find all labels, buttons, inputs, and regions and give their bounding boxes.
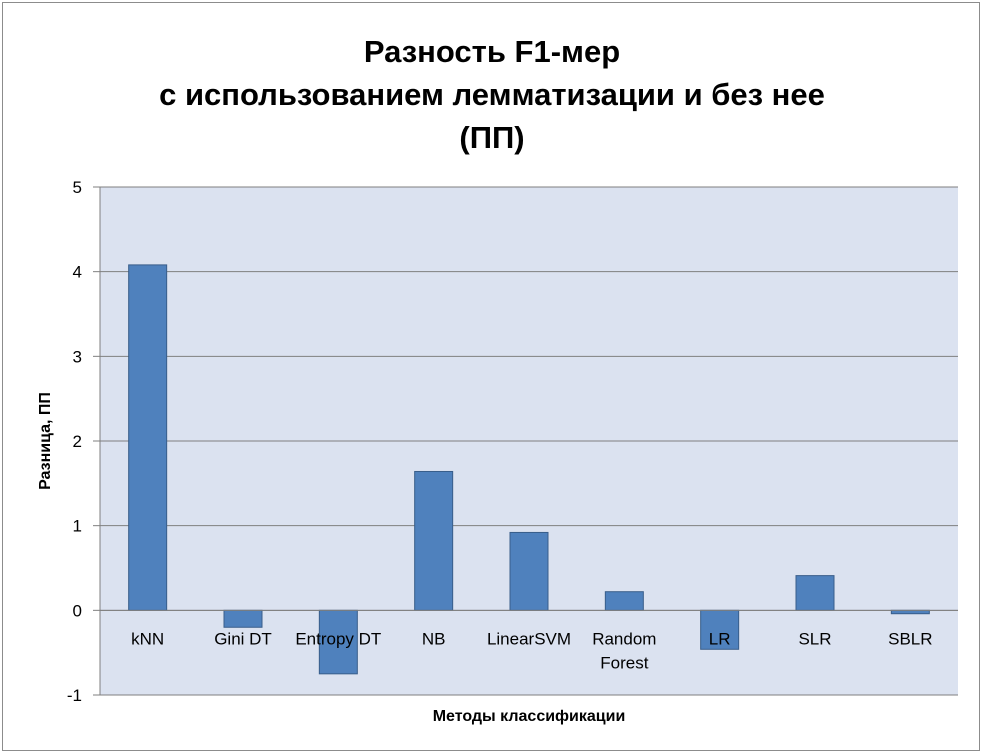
bar [604, 591, 644, 611]
x-tick-label: NB [422, 629, 446, 648]
x-tick-label: Forest [600, 653, 648, 672]
x-tick-label: LR [709, 629, 731, 648]
y-tick-label: 4 [73, 263, 82, 282]
y-tick-label: 0 [73, 601, 82, 620]
x-tick-label: kNN [131, 629, 164, 648]
x-tick-label: Random [592, 629, 656, 648]
y-axis: 5 4 3 2 1 0 -1 [67, 178, 101, 705]
bar [795, 575, 835, 611]
y-axis-title: Разница, ПП [37, 392, 54, 490]
bars [100, 264, 958, 675]
chart-title-line-2: с использованием лемматизации и без нее [159, 77, 825, 112]
chart-title-line-1: Разность F1-мер [363, 34, 621, 69]
bar [509, 531, 549, 611]
x-tick-label: SBLR [888, 629, 932, 648]
x-tick-label: Gini DT [214, 629, 272, 648]
x-tick-label: LinearSVM [487, 629, 571, 648]
bar [890, 609, 930, 615]
y-tick-label: 2 [73, 432, 82, 451]
chart-title: Разность F1-мер с использованием леммати… [0, 30, 984, 159]
chart-title-line-3: (ПП) [459, 120, 525, 155]
y-tick-label: -1 [67, 686, 82, 705]
bar [128, 264, 168, 611]
x-tick-label: SLR [798, 629, 831, 648]
bar [318, 609, 358, 675]
bar [414, 470, 454, 611]
x-axis-labels: kNN Gini DT Entropy DT NB LinearSVM Random For… [131, 629, 932, 672]
x-axis-title: Методы классификации [433, 708, 626, 725]
y-tick-label: 5 [73, 178, 82, 197]
bar [223, 609, 263, 628]
y-tick-label: 1 [73, 517, 82, 536]
y-tick-label: 3 [73, 347, 82, 366]
x-tick-label: Entropy DT [295, 629, 381, 648]
